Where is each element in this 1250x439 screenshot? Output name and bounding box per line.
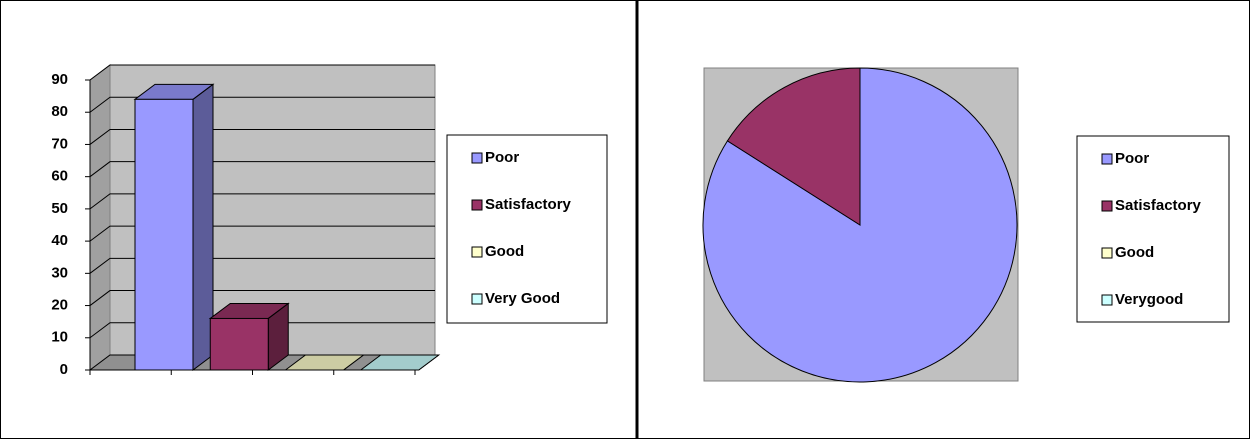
bar (133, 83, 215, 371)
grid-line (89, 161, 435, 178)
legend-swatch (1101, 247, 1113, 259)
legend-label: Poor (485, 149, 519, 166)
legend-label: Satisfactory (1115, 197, 1202, 214)
pie-slice (726, 67, 861, 226)
legend-label: Good (485, 243, 524, 260)
side-wall (89, 64, 111, 371)
y-tick-label: 90 (51, 71, 68, 88)
bar (284, 354, 365, 371)
y-tick-label: 40 (51, 232, 68, 249)
legend-swatch (471, 246, 483, 258)
y-tick-label: 80 (51, 103, 68, 120)
legend-swatch (471, 152, 483, 164)
legend-swatch (1101, 200, 1113, 212)
bar-front (209, 317, 269, 371)
legend-label: Good (1115, 244, 1154, 261)
y-tick-label: 50 (51, 200, 68, 217)
legend-box (1076, 135, 1230, 323)
grid-line (89, 193, 435, 210)
legend-label: Verygood (1115, 291, 1183, 308)
legend-swatch (1101, 294, 1113, 306)
y-tick-label: 70 (51, 135, 68, 152)
y-tick-label: 20 (51, 297, 68, 314)
y-tick-label: 0 (60, 361, 68, 378)
legend-swatch (1101, 153, 1113, 165)
grid-line (89, 96, 435, 113)
legend-label: Satisfactory (485, 196, 572, 213)
bar (359, 354, 441, 371)
legend-swatch (471, 199, 483, 211)
grid-line (89, 257, 435, 274)
grid-line (89, 322, 435, 339)
grid-line (89, 128, 435, 145)
grid-line (89, 225, 435, 242)
bar-top (284, 354, 365, 371)
legend-label: Poor (1115, 150, 1149, 167)
legend-label: Very Good (485, 290, 560, 307)
bar-front (134, 98, 194, 371)
bar (208, 302, 290, 371)
grid-line (89, 64, 435, 81)
legend-box (446, 134, 608, 324)
grid-line (89, 290, 435, 306)
y-tick-label: 10 (51, 329, 68, 346)
y-tick-label: 30 (51, 264, 68, 281)
y-tick-label: 60 (51, 168, 68, 185)
legend-swatch (471, 293, 483, 305)
bar-top (359, 354, 441, 371)
